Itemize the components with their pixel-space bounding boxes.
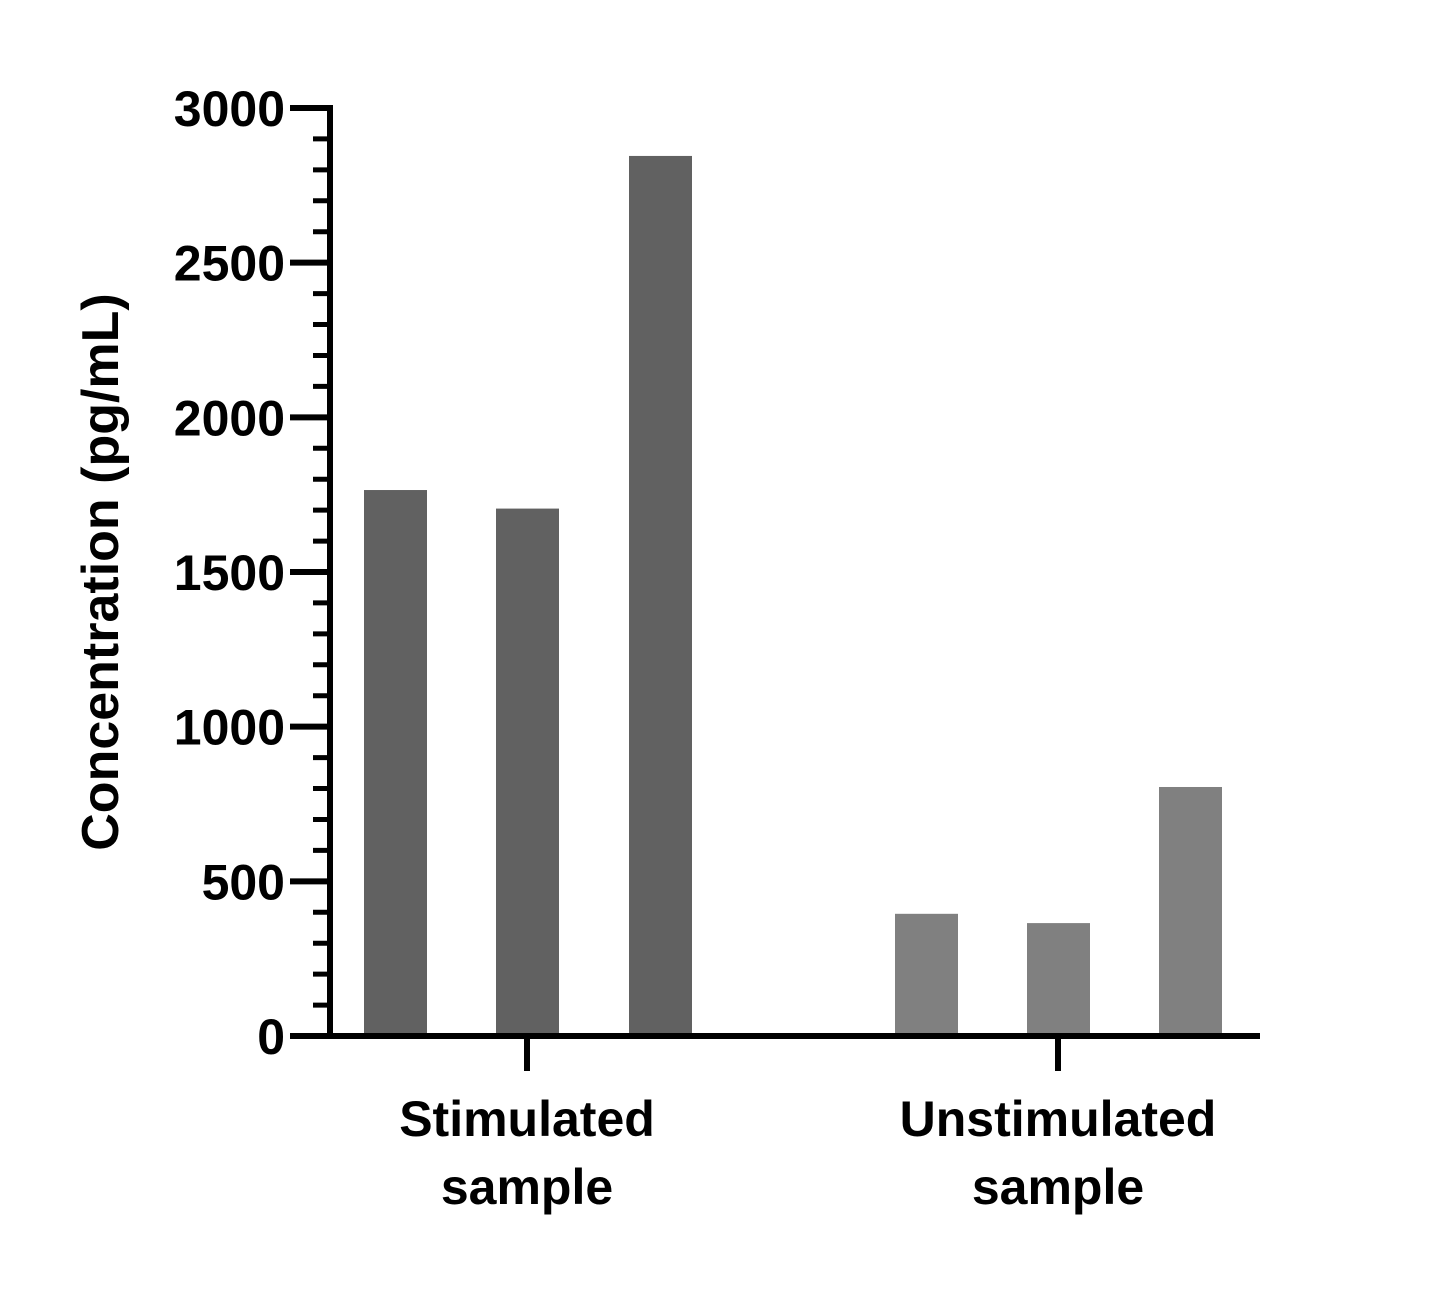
labels-layer: 0 500 1000 1500 2000 2500 3000 Stimulated sample… (72, 81, 1216, 1215)
x-category-label-line: Unstimulated (900, 1091, 1217, 1147)
bar-group1-1 (364, 490, 427, 1036)
bar-group1-3 (629, 155, 692, 1037)
bars-layer (364, 155, 1222, 1037)
x-category-label-line: sample (441, 1159, 613, 1215)
bar-group1-2 (496, 508, 559, 1036)
x-category-label-line: Stimulated (399, 1091, 655, 1147)
bar-group2-2 (1027, 923, 1090, 1036)
y-tick-label: 2500 (174, 236, 285, 292)
y-tick-label: 3000 (174, 81, 285, 137)
x-category-label: Unstimulated sample (900, 1091, 1217, 1215)
bar-group2-3 (1159, 786, 1222, 1036)
y-tick-label: 0 (257, 1009, 285, 1065)
x-category-label: Stimulated sample (399, 1091, 655, 1215)
axes-layer (290, 105, 1260, 1071)
x-category-label-line: sample (972, 1159, 1144, 1215)
y-tick-label: 1500 (174, 545, 285, 601)
y-tick-label: 2000 (174, 390, 285, 446)
bar-group2-1 (895, 913, 958, 1036)
y-tick-label: 1000 (174, 700, 285, 756)
y-axis-title: Concentration (pg/mL) (72, 293, 130, 851)
y-tick-label: 500 (202, 854, 285, 910)
